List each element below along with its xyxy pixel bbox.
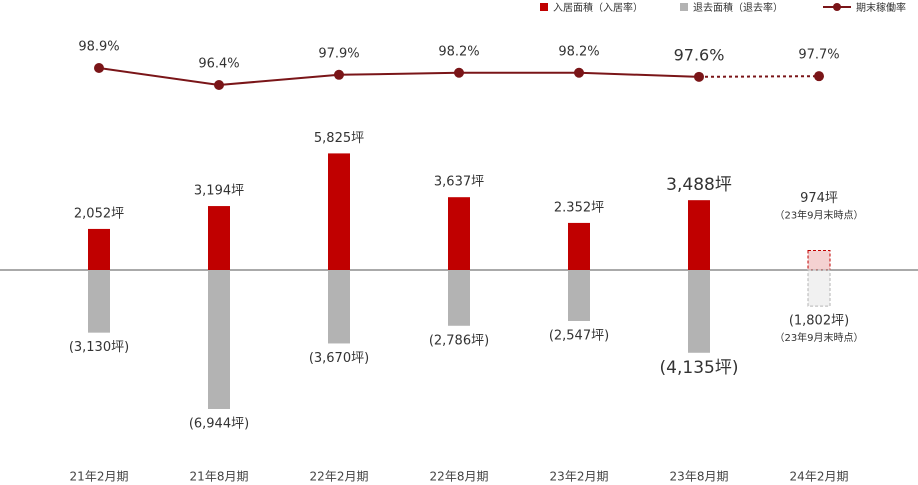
legend-label: 入居面積（入居率） <box>553 1 643 14</box>
data-label: 98.2% <box>558 44 599 59</box>
data-label: (4,135坪) <box>660 358 739 378</box>
data-label: 3,637坪 <box>434 175 484 190</box>
legend-swatch <box>680 3 688 11</box>
data-label: 3,488坪 <box>666 175 732 195</box>
data-label: 3,194坪 <box>194 184 244 199</box>
data-label: (3,130坪) <box>69 340 129 355</box>
bar <box>208 206 230 270</box>
data-label: (2,786坪) <box>429 333 489 348</box>
bar <box>568 270 590 321</box>
data-label: 98.2% <box>438 44 479 59</box>
bar <box>448 270 470 326</box>
line-point <box>334 69 344 80</box>
data-label: (3,670坪) <box>309 351 369 366</box>
bar <box>568 222 590 270</box>
bar <box>807 269 831 307</box>
bar <box>208 270 230 409</box>
legend-swatch <box>540 3 548 11</box>
legend-label: 期末稼働率 <box>856 1 906 14</box>
line-point <box>574 67 584 78</box>
bar <box>688 270 710 353</box>
bar <box>88 228 110 270</box>
annotation: （23年9月末時点） <box>774 209 863 222</box>
data-label: (1,802坪) <box>789 314 849 329</box>
data-label: 98.9% <box>78 40 119 55</box>
line-point <box>94 63 104 73</box>
data-label: 2.352坪 <box>554 200 604 215</box>
bar <box>328 270 350 344</box>
bar <box>688 200 710 270</box>
data-label: 5,825坪 <box>314 131 364 146</box>
line-point <box>454 67 464 78</box>
line-forecast <box>698 75 820 78</box>
x-tick-label: 22年2月期 <box>310 470 369 484</box>
x-tick-label: 24年2月期 <box>790 470 849 484</box>
bar <box>328 153 350 270</box>
data-label: 97.7% <box>798 48 839 63</box>
data-label: 2,052坪 <box>74 206 124 221</box>
line-point <box>694 71 704 82</box>
line-point <box>814 71 824 82</box>
data-label: 97.9% <box>318 46 359 61</box>
data-label: 96.4% <box>198 57 239 72</box>
bar <box>448 197 470 270</box>
line-point <box>214 80 224 90</box>
line <box>98 67 700 87</box>
data-label: (2,547坪) <box>549 328 609 343</box>
legend: 入居面積（入居率） 退去面積（退去率） 期末稼働率 <box>540 1 906 14</box>
legend-swatch <box>833 3 841 11</box>
x-tick-label: 21年2月期 <box>70 470 129 484</box>
x-tick-label: 23年8月期 <box>670 470 729 484</box>
data-label: (6,944坪) <box>189 417 249 432</box>
data-label: 974坪 <box>800 191 838 206</box>
x-tick-label: 23年2月期 <box>550 470 609 484</box>
bar <box>88 270 110 333</box>
bar <box>807 250 831 271</box>
legend-label: 退去面積（退去率） <box>693 1 783 14</box>
x-tick-label: 21年8月期 <box>190 470 249 484</box>
data-label: 97.6% <box>674 45 725 64</box>
annotation: （23年9月末時点） <box>774 331 863 344</box>
x-tick-label: 22年8月期 <box>430 470 489 484</box>
